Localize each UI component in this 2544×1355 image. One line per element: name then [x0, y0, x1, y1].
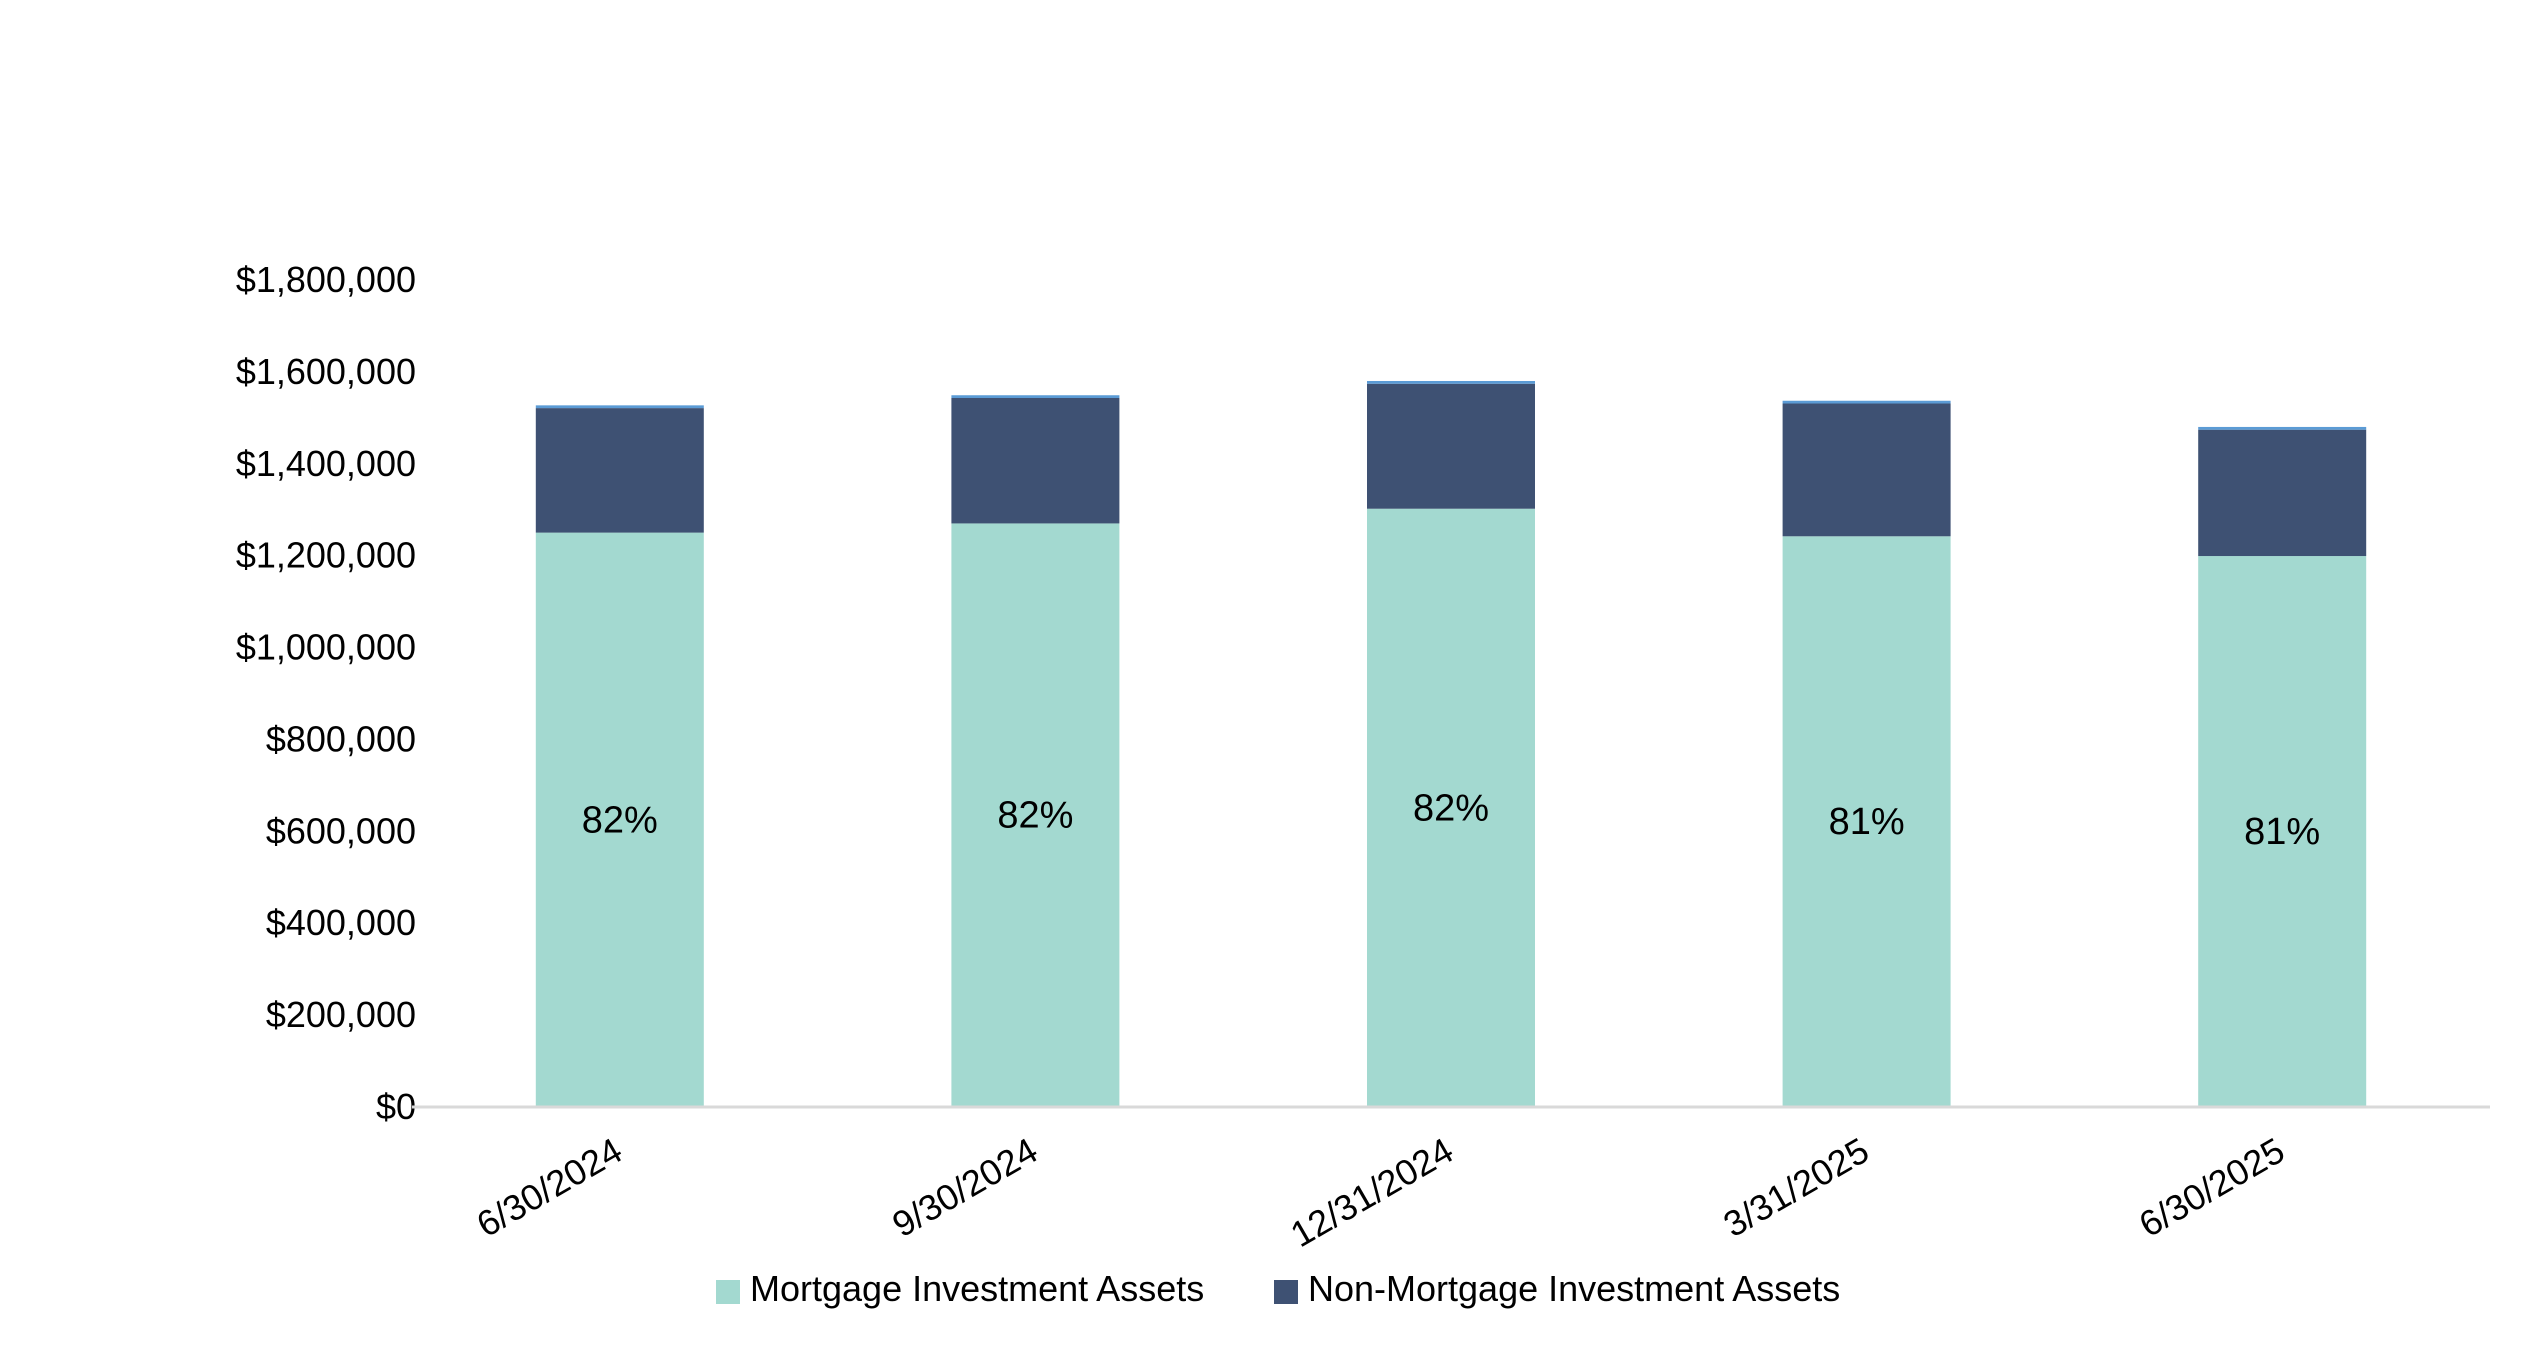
bar-segment-other	[1782, 400, 1951, 404]
bar-segment-non-mortgage	[951, 397, 1120, 524]
x-tick-label: 9/30/2024	[885, 1129, 1044, 1245]
legend-label: Mortgage Investment Assets	[750, 1268, 1204, 1309]
y-tick-label: $1,000,000	[236, 627, 416, 668]
bar-segment-mortgage	[951, 523, 1120, 1106]
y-tick-label: $0	[376, 1086, 416, 1127]
y-tick-label: $800,000	[266, 718, 416, 759]
bar-segment-mortgage	[1367, 508, 1535, 1106]
bar-segment-other	[951, 395, 1120, 398]
x-tick-label: 12/31/2024	[1283, 1129, 1460, 1255]
bar-data-label: 82%	[997, 795, 1073, 837]
data-labels: 82% 82% 82% 81% 81%	[582, 787, 2320, 853]
bar-segment-other	[2198, 426, 2367, 430]
x-axis: 6/30/2024 9/30/2024 12/31/2024 3/31/2025 6/3…	[470, 1129, 2292, 1255]
bar-data-label: 82%	[1413, 787, 1489, 829]
x-tick-label: 6/30/2025	[2132, 1129, 2291, 1245]
bar-segment-non-mortgage	[1782, 403, 1951, 537]
bars	[535, 380, 2367, 1106]
bar-segment-non-mortgage	[535, 408, 704, 533]
bar-segment-non-mortgage	[1367, 383, 1535, 509]
x-tick-label: 3/31/2025	[1716, 1129, 1875, 1245]
legend: Mortgage Investment Assets Non-Mortgage I…	[716, 1268, 1840, 1309]
y-axis: $0 $200,000 $400,000 $600,000 $800,000 $1,000…	[236, 259, 416, 1127]
bar-segment-mortgage	[2198, 556, 2367, 1106]
bar-data-label: 81%	[2244, 811, 2320, 853]
y-tick-label: $1,600,000	[236, 351, 416, 392]
bar-segment-mortgage	[1782, 536, 1951, 1106]
bar-data-label: 81%	[1829, 801, 1905, 843]
x-tick-label: 6/30/2024	[470, 1129, 629, 1245]
bar-segment-other	[535, 405, 704, 409]
y-tick-label: $1,800,000	[236, 259, 416, 300]
y-tick-label: $200,000	[266, 994, 416, 1035]
legend-swatch	[716, 1280, 740, 1304]
y-tick-label: $1,400,000	[236, 443, 416, 484]
bar-data-label: 82%	[582, 799, 658, 841]
bar-segment-other	[1367, 380, 1535, 384]
legend-swatch	[1274, 1280, 1298, 1304]
bar-segment-mortgage	[535, 532, 704, 1106]
y-tick-label: $600,000	[266, 810, 416, 851]
y-tick-label: $1,200,000	[236, 535, 416, 576]
bar-segment-non-mortgage	[2198, 429, 2367, 557]
legend-label: Non-Mortgage Investment Assets	[1308, 1268, 1840, 1309]
y-tick-label: $400,000	[266, 902, 416, 943]
